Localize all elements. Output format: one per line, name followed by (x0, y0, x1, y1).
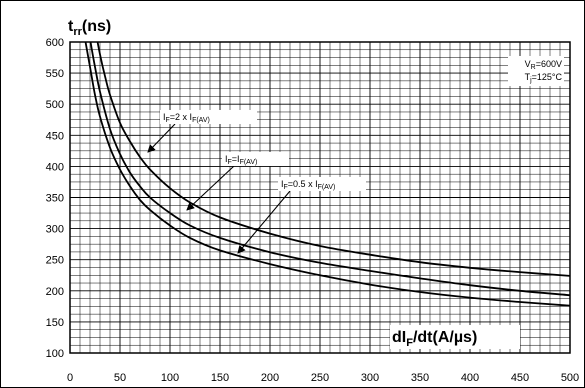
y-tick-label: 200 (46, 286, 64, 298)
tick-labels: 0 50 100 150 200 250 300 350 400 450 500 100 150 200 2… (46, 37, 580, 384)
x-axis-title-box: dIF/dt(A/µs) (390, 325, 520, 349)
y-tick-label: 400 (46, 161, 64, 173)
y-axis-title: trr(ns) (68, 18, 111, 38)
x-tick-label: 150 (211, 372, 229, 384)
y-axis-title-box: trr(ns) (66, 13, 138, 38)
series-layer (84, 42, 570, 307)
annotation-box (222, 152, 289, 166)
y-tick-label: 350 (46, 193, 64, 205)
y-tick-label: 600 (46, 37, 64, 49)
x-tick-label: 0 (67, 372, 73, 384)
series-line-2 (89, 42, 570, 297)
x-tick-label: 100 (161, 372, 179, 384)
annotation-box (160, 110, 257, 124)
series-label: IF=IF(AV) (225, 154, 257, 166)
grid (69, 41, 571, 354)
y-tick-label: 250 (46, 255, 64, 267)
annotation-arrow (237, 190, 291, 254)
y-tick-label: 100 (46, 348, 64, 360)
series-annotations: IF=2 x IF(AV) IF=IF(AV) IF=0.5 x IF(AV) (147, 110, 366, 254)
annotation-box (278, 177, 366, 191)
annotation-arrow (147, 123, 176, 153)
series-label: IF=2 x IF(AV) (163, 112, 210, 124)
x-tick-label: 500 (561, 372, 579, 384)
series-line-3 (84, 42, 570, 307)
test-conditions: VR=600V Tj=125°C (508, 56, 564, 86)
condition-vr: VR=600V (525, 59, 562, 71)
x-tick-label: 200 (261, 372, 279, 384)
y-tick-label: 300 (46, 224, 64, 236)
condition-tj: Tj=125°C (525, 72, 563, 84)
y-tick-label: 450 (46, 130, 64, 142)
x-tick-label: 400 (461, 372, 479, 384)
series-line-1 (96, 42, 570, 277)
y-tick-label: 150 (46, 317, 64, 329)
plot-frame (69, 41, 571, 354)
x-tick-label: 50 (114, 372, 126, 384)
series-annotation-2: IF=IF(AV) (186, 152, 289, 211)
x-tick-label: 250 (311, 372, 329, 384)
annotation-arrow (186, 165, 235, 211)
series-label: IF=0.5 x IF(AV) (281, 179, 335, 191)
y-tick-label: 550 (46, 68, 64, 80)
x-tick-label: 450 (511, 372, 529, 384)
series-annotation-3: IF=0.5 x IF(AV) (237, 177, 366, 254)
x-tick-label: 350 (411, 372, 429, 384)
x-tick-label: 300 (361, 372, 379, 384)
y-tick-label: 500 (46, 99, 64, 111)
x-axis-title: dIF/dt(A/µs) (392, 329, 477, 349)
series-annotation-1: IF=2 x IF(AV) (147, 110, 257, 153)
